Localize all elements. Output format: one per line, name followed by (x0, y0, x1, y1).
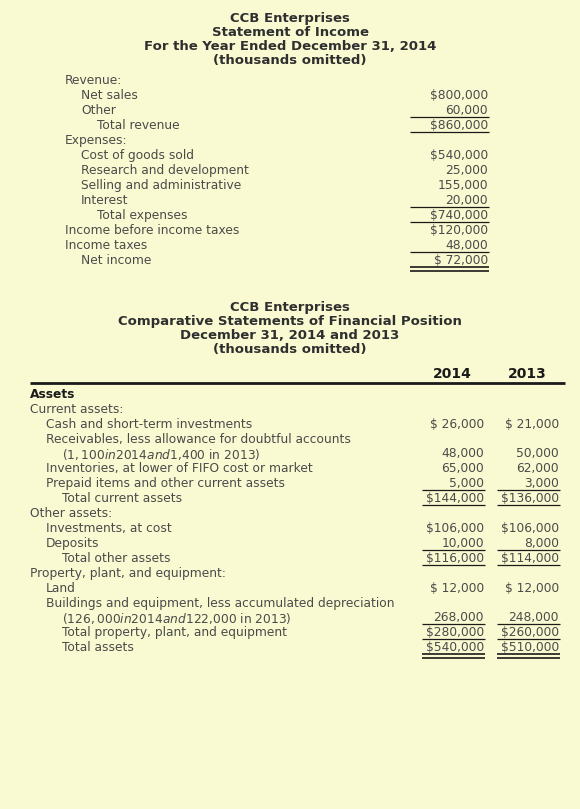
Text: 8,000: 8,000 (524, 537, 559, 550)
Text: 3,000: 3,000 (524, 477, 559, 490)
Text: Other: Other (81, 104, 116, 117)
Text: 50,000: 50,000 (516, 447, 559, 460)
Text: Total property, plant, and equipment: Total property, plant, and equipment (62, 626, 287, 639)
Text: Total current assets: Total current assets (62, 492, 182, 505)
Text: CCB Enterprises: CCB Enterprises (230, 301, 350, 314)
Text: 48,000: 48,000 (441, 447, 484, 460)
Text: Total other assets: Total other assets (62, 552, 171, 565)
Text: $510,000: $510,000 (501, 641, 559, 654)
Text: 2013: 2013 (508, 367, 546, 381)
Text: $106,000: $106,000 (501, 522, 559, 535)
Text: 10,000: 10,000 (441, 537, 484, 550)
Text: Land: Land (46, 582, 76, 595)
Text: 268,000: 268,000 (433, 611, 484, 624)
Text: $144,000: $144,000 (426, 492, 484, 505)
Text: $860,000: $860,000 (430, 119, 488, 132)
Text: Interest: Interest (81, 194, 129, 207)
Text: 60,000: 60,000 (445, 104, 488, 117)
Text: Selling and administrative: Selling and administrative (81, 179, 241, 192)
Text: Income before income taxes: Income before income taxes (65, 224, 240, 237)
Text: (thousands omitted): (thousands omitted) (213, 343, 367, 356)
Text: Revenue:: Revenue: (65, 74, 122, 87)
Text: Research and development: Research and development (81, 164, 249, 177)
Text: 25,000: 25,000 (445, 164, 488, 177)
Text: 48,000: 48,000 (445, 239, 488, 252)
Text: $740,000: $740,000 (430, 209, 488, 222)
Text: $280,000: $280,000 (426, 626, 484, 639)
Text: $ 12,000: $ 12,000 (505, 582, 559, 595)
Text: $114,000: $114,000 (501, 552, 559, 565)
Text: 20,000: 20,000 (445, 194, 488, 207)
Text: ($126,000 in 2014 and $122,000 in 2013): ($126,000 in 2014 and $122,000 in 2013) (62, 611, 292, 626)
Text: Net income: Net income (81, 254, 151, 267)
Text: (thousands omitted): (thousands omitted) (213, 54, 367, 67)
Text: Current assets:: Current assets: (30, 403, 124, 416)
Text: Property, plant, and equipment:: Property, plant, and equipment: (30, 567, 226, 580)
Text: 155,000: 155,000 (437, 179, 488, 192)
Text: Cost of goods sold: Cost of goods sold (81, 149, 194, 162)
Text: Total revenue: Total revenue (97, 119, 180, 132)
Text: $106,000: $106,000 (426, 522, 484, 535)
Text: Income taxes: Income taxes (65, 239, 147, 252)
Text: ($1,100 in 2014 and $1,400 in 2013): ($1,100 in 2014 and $1,400 in 2013) (62, 447, 260, 462)
Text: Buildings and equipment, less accumulated depreciation: Buildings and equipment, less accumulate… (46, 597, 394, 610)
Text: Cash and short-term investments: Cash and short-term investments (46, 418, 252, 431)
Text: Prepaid items and other current assets: Prepaid items and other current assets (46, 477, 285, 490)
Text: Net sales: Net sales (81, 89, 138, 102)
Text: $540,000: $540,000 (430, 149, 488, 162)
Text: 5,000: 5,000 (449, 477, 484, 490)
Text: Statement of Income: Statement of Income (212, 26, 368, 39)
Text: December 31, 2014 and 2013: December 31, 2014 and 2013 (180, 329, 400, 342)
Text: $ 72,000: $ 72,000 (434, 254, 488, 267)
Text: $ 12,000: $ 12,000 (430, 582, 484, 595)
Text: CCB Enterprises: CCB Enterprises (230, 12, 350, 25)
Text: Investments, at cost: Investments, at cost (46, 522, 172, 535)
Text: $260,000: $260,000 (501, 626, 559, 639)
Text: $540,000: $540,000 (426, 641, 484, 654)
Text: $ 21,000: $ 21,000 (505, 418, 559, 431)
Text: $120,000: $120,000 (430, 224, 488, 237)
Text: Inventories, at lower of FIFO cost or market: Inventories, at lower of FIFO cost or ma… (46, 462, 313, 475)
Text: 2014: 2014 (433, 367, 472, 381)
Text: Assets: Assets (30, 388, 75, 401)
Text: 65,000: 65,000 (441, 462, 484, 475)
Text: 62,000: 62,000 (516, 462, 559, 475)
Text: Other assets:: Other assets: (30, 507, 112, 520)
Text: 248,000: 248,000 (509, 611, 559, 624)
Text: $ 26,000: $ 26,000 (430, 418, 484, 431)
Text: Deposits: Deposits (46, 537, 100, 550)
Text: For the Year Ended December 31, 2014: For the Year Ended December 31, 2014 (144, 40, 436, 53)
Text: Expenses:: Expenses: (65, 134, 128, 147)
Text: Comparative Statements of Financial Position: Comparative Statements of Financial Posi… (118, 315, 462, 328)
Text: Total assets: Total assets (62, 641, 134, 654)
Text: Total expenses: Total expenses (97, 209, 187, 222)
Text: $136,000: $136,000 (501, 492, 559, 505)
Text: $116,000: $116,000 (426, 552, 484, 565)
Text: $800,000: $800,000 (430, 89, 488, 102)
Text: Receivables, less allowance for doubtful accounts: Receivables, less allowance for doubtful… (46, 433, 351, 446)
